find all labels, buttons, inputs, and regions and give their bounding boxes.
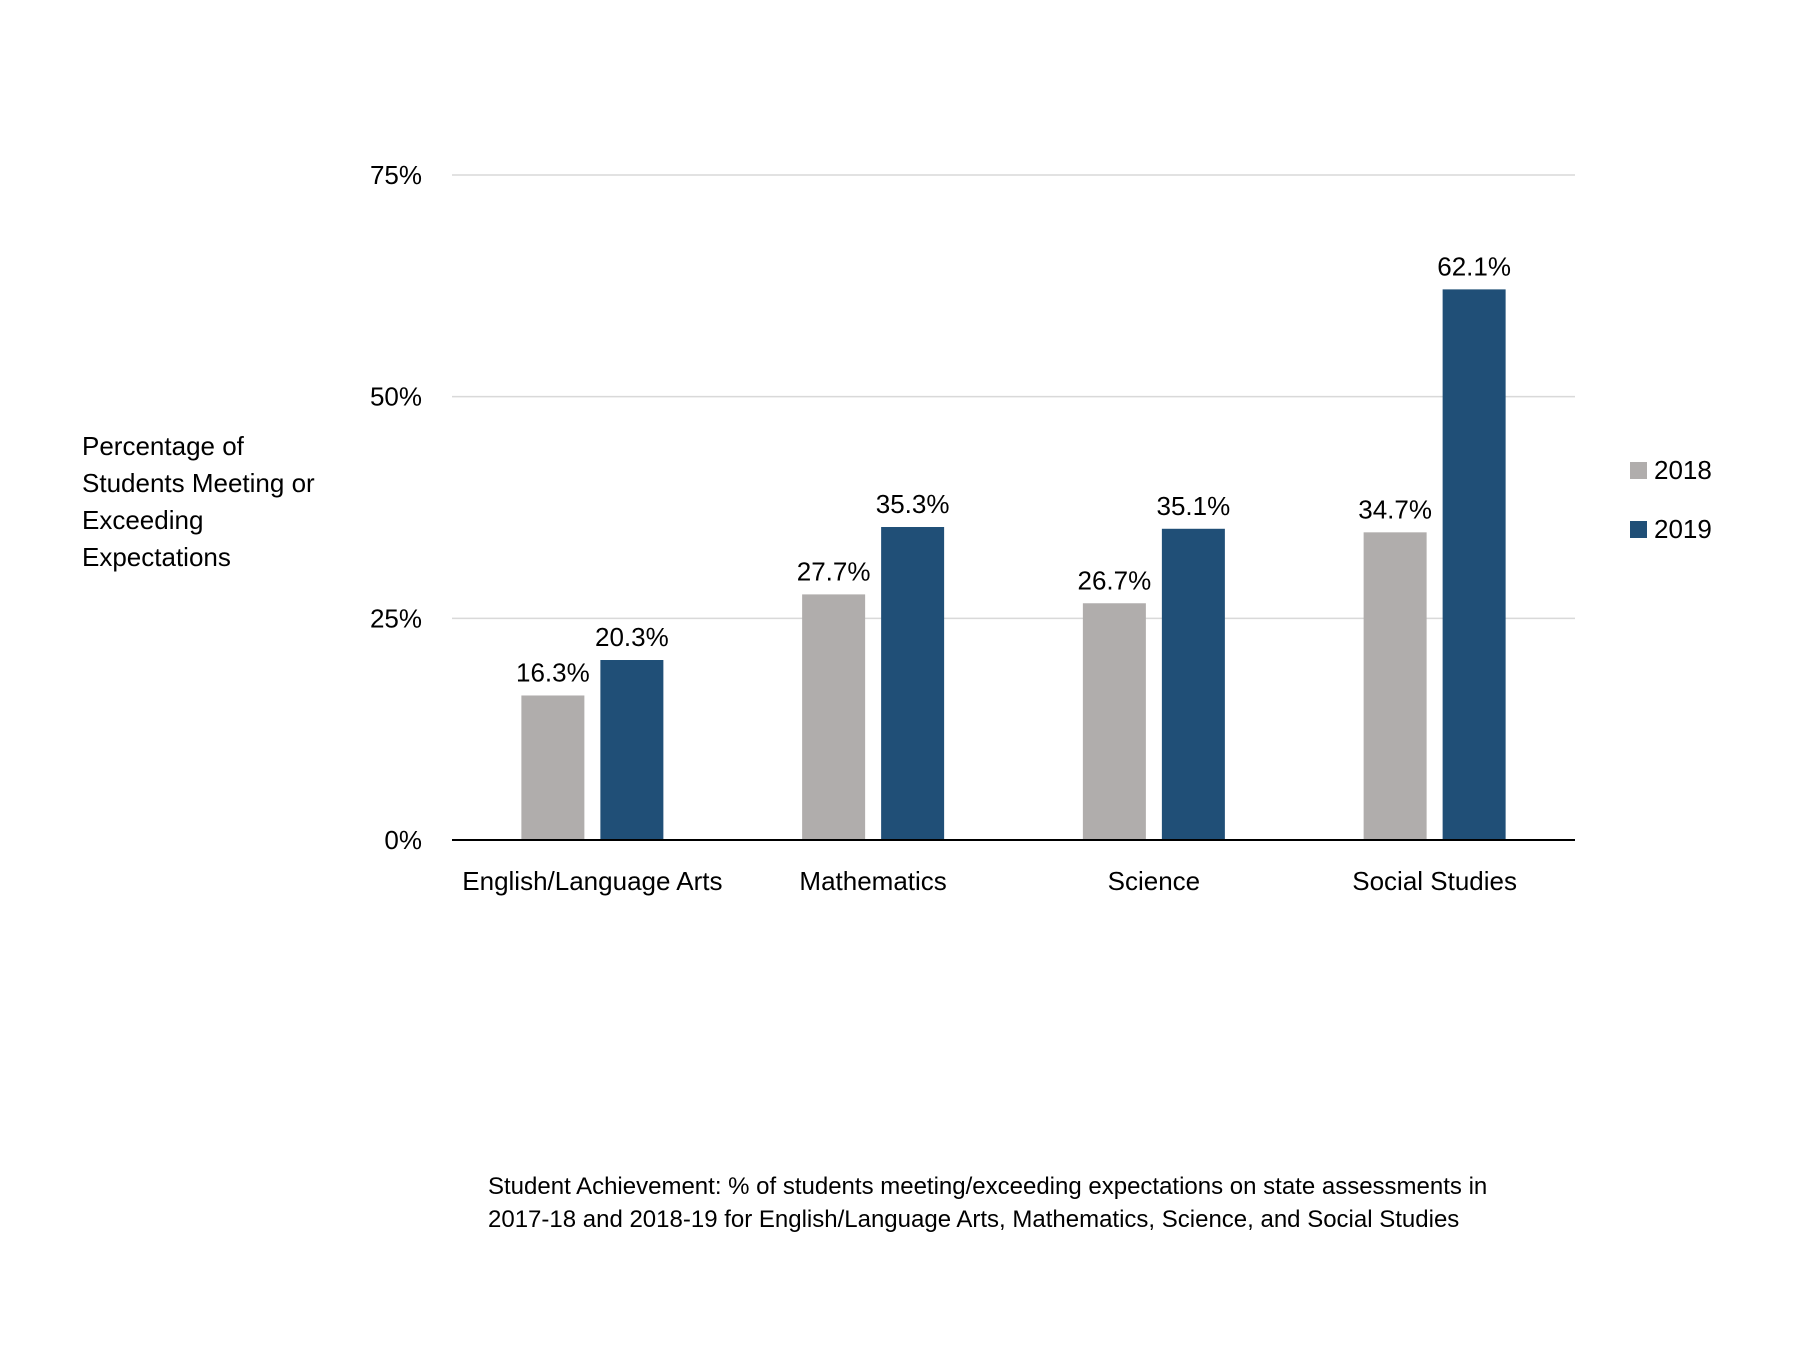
legend-item-2018: 2018 — [1630, 455, 1712, 485]
legend-label-2018: 2018 — [1654, 454, 1712, 485]
data-label: 34.7% — [1358, 494, 1432, 524]
chart-caption: Student Achievement: % of students meeti… — [488, 1173, 1488, 1233]
x-tick-label: English/Language Arts — [462, 866, 722, 896]
y-axis-title: Percentage of Students Meeting or Exceed… — [82, 431, 315, 572]
legend-swatch-2018 — [1630, 461, 1647, 479]
bar-2019-3 — [1442, 289, 1506, 840]
legend-label-2019: 2019 — [1654, 513, 1712, 544]
y-tick-label: 25% — [370, 603, 422, 633]
data-label: 35.1% — [1157, 491, 1231, 521]
bar-2018-0 — [521, 695, 585, 840]
bar-2018-1 — [802, 594, 866, 840]
data-label: 35.3% — [876, 489, 950, 519]
legend: 2018 2019 — [1630, 455, 1712, 573]
bars — [521, 289, 1506, 840]
bar-2019-2 — [1161, 528, 1225, 840]
x-tick-label: Social Studies — [1352, 866, 1517, 896]
bar-2019-0 — [600, 660, 664, 840]
data-label: 62.1% — [1437, 251, 1511, 281]
y-tick-label: 50% — [370, 382, 422, 412]
legend-swatch-2019 — [1630, 520, 1647, 538]
labels: 0% 25% 50% 75% 16.3%20.3% English/Language Ar… — [370, 160, 1517, 896]
y-tick-label: 0% — [384, 825, 422, 855]
bar-2019-1 — [881, 527, 945, 840]
data-label: 16.3% — [516, 657, 590, 687]
data-label: 20.3% — [595, 622, 669, 652]
legend-item-2019: 2019 — [1630, 514, 1712, 544]
y-tick-label: 75% — [370, 160, 422, 190]
bar-2018-3 — [1363, 532, 1427, 840]
data-label: 26.7% — [1078, 565, 1152, 595]
bar-2018-2 — [1082, 603, 1146, 840]
x-tick-label: Mathematics — [799, 866, 946, 896]
data-label: 27.7% — [797, 556, 871, 586]
x-tick-label: Science — [1108, 866, 1201, 896]
